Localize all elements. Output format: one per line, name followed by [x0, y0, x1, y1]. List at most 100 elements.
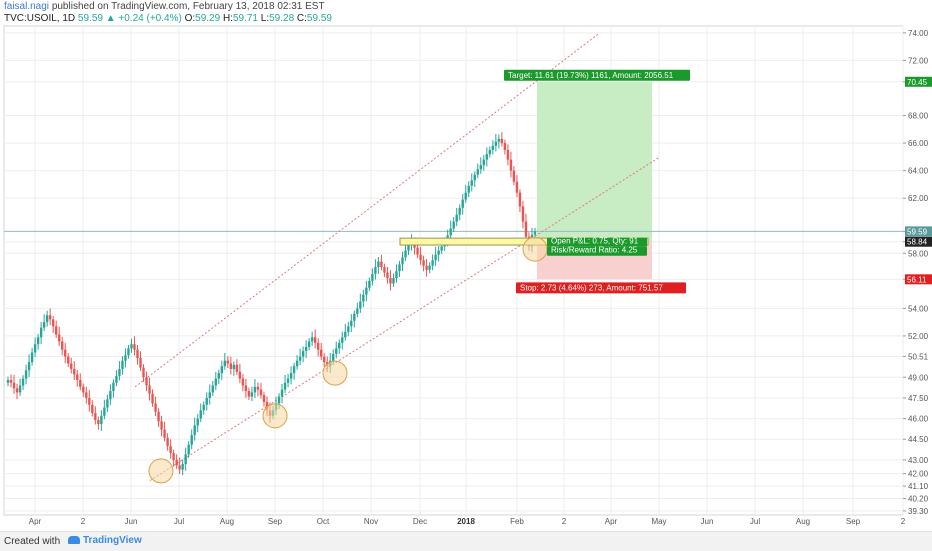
- price-chart[interactable]: Target: 11.61 (19.73%) 1161, Amount: 205…: [0, 0, 932, 531]
- x-tick-label: 2: [901, 517, 906, 526]
- stop-label-bg: [516, 282, 686, 294]
- candle-body: [280, 389, 284, 397]
- candle-body: [404, 250, 407, 258]
- candle-body: [332, 353, 335, 361]
- last-price: 59.59: [77, 13, 103, 24]
- tradingview-brand[interactable]: TradingView: [68, 535, 142, 546]
- publish-info: published on TradingView.com, February 1…: [51, 1, 325, 12]
- candle-body: [259, 389, 263, 396]
- candle-body: [15, 388, 19, 393]
- candle-body: [398, 264, 401, 272]
- candle-body: [136, 349, 139, 358]
- candle-body: [298, 356, 302, 361]
- x-tick-label: Feb: [510, 517, 524, 526]
- close-label: C:: [296, 13, 307, 24]
- target-zone: [537, 81, 652, 242]
- candle-body: [310, 337, 314, 342]
- channel-lower-line: [149, 156, 661, 481]
- candle-body: [121, 360, 124, 369]
- candle-body: [292, 366, 296, 374]
- x-tick-label: 2018: [457, 517, 475, 526]
- created-with-text: Created with: [4, 536, 61, 547]
- price-tag-bg: [905, 76, 932, 87]
- candle-body: [175, 459, 178, 466]
- candle-body: [485, 154, 489, 160]
- candle-body: [100, 415, 103, 425]
- candle-body: [18, 385, 22, 393]
- candle-body: [130, 344, 133, 349]
- candle-body: [39, 327, 43, 338]
- x-tick-label: 2: [562, 517, 567, 526]
- y-tick-label: 40.20: [908, 494, 929, 503]
- low-label: L:: [260, 13, 270, 24]
- candle-body: [323, 356, 326, 363]
- y-tick-label: 74.00: [908, 29, 929, 38]
- channel-upper-line: [134, 33, 599, 388]
- candle-body: [76, 374, 79, 381]
- target-label: Target: 11.61 (19.73%) 1161, Amount: 205…: [508, 71, 674, 80]
- candle-body: [196, 418, 199, 426]
- y-tick-label: 44.50: [908, 435, 929, 444]
- candle-body: [172, 453, 175, 460]
- candle-body: [512, 170, 516, 182]
- publish-header: faisal.nagi published on TradingView.com…: [4, 1, 325, 13]
- candle-body: [70, 363, 73, 369]
- candle-body: [232, 364, 236, 369]
- price-tag-label: 70.45: [907, 78, 928, 87]
- open-value: 59.29: [195, 13, 221, 24]
- open-label: O:: [184, 13, 196, 24]
- candle-body: [497, 138, 501, 142]
- candle-body: [419, 254, 422, 261]
- candle-body: [45, 315, 49, 323]
- candle-body: [42, 322, 46, 328]
- candle-body: [199, 410, 202, 419]
- candle-body: [389, 278, 392, 284]
- candle-body: [374, 267, 377, 274]
- y-tick-label: 41.10: [908, 482, 929, 491]
- candle-body: [479, 165, 482, 170]
- support-touch-circle: [322, 360, 348, 386]
- symbol-label[interactable]: TVC:USOIL, 1D: [4, 13, 76, 24]
- pnl-label-bg: [547, 237, 647, 247]
- x-tick-label: Jul: [750, 517, 760, 526]
- candle-body: [193, 425, 196, 436]
- x-tick-label: Jun: [701, 517, 714, 526]
- candle-body: [316, 342, 320, 350]
- candle-body: [319, 349, 323, 357]
- candle-body: [506, 149, 510, 160]
- candle-body: [6, 380, 10, 383]
- candle-body: [124, 355, 127, 361]
- candle-body: [277, 396, 281, 404]
- plot-area: [3, 25, 904, 516]
- candle-body: [461, 199, 464, 208]
- x-tick-label: Sep: [846, 517, 861, 526]
- candle-body: [377, 261, 380, 268]
- candle-body: [256, 386, 260, 390]
- price-tag-bg: [905, 236, 932, 247]
- candle-body: [154, 403, 157, 412]
- candle-body: [458, 207, 461, 215]
- candle-body: [250, 392, 254, 397]
- tradingview-logo-icon: [68, 536, 80, 544]
- candle-body: [145, 377, 148, 386]
- candle-body: [61, 341, 64, 350]
- author-link[interactable]: faisal.nagi: [4, 1, 50, 12]
- candle-body: [503, 143, 507, 150]
- candle-body: [407, 245, 410, 251]
- candle-body: [262, 395, 266, 403]
- candle-body: [88, 397, 91, 405]
- target-label-bg: [504, 69, 690, 81]
- candle-body: [428, 265, 431, 270]
- x-tick-label: Aug: [796, 517, 810, 526]
- candle-body: [184, 454, 187, 465]
- candle-body: [151, 393, 154, 404]
- candle-body: [82, 386, 85, 393]
- candle-body: [422, 260, 425, 266]
- candle-body: [392, 278, 395, 284]
- candle-body: [27, 362, 31, 371]
- candle-body: [440, 246, 443, 251]
- candle-body: [265, 402, 269, 411]
- candle-body: [383, 267, 386, 273]
- candle-body: [220, 366, 224, 374]
- price-tag-label: 58.84: [907, 238, 928, 247]
